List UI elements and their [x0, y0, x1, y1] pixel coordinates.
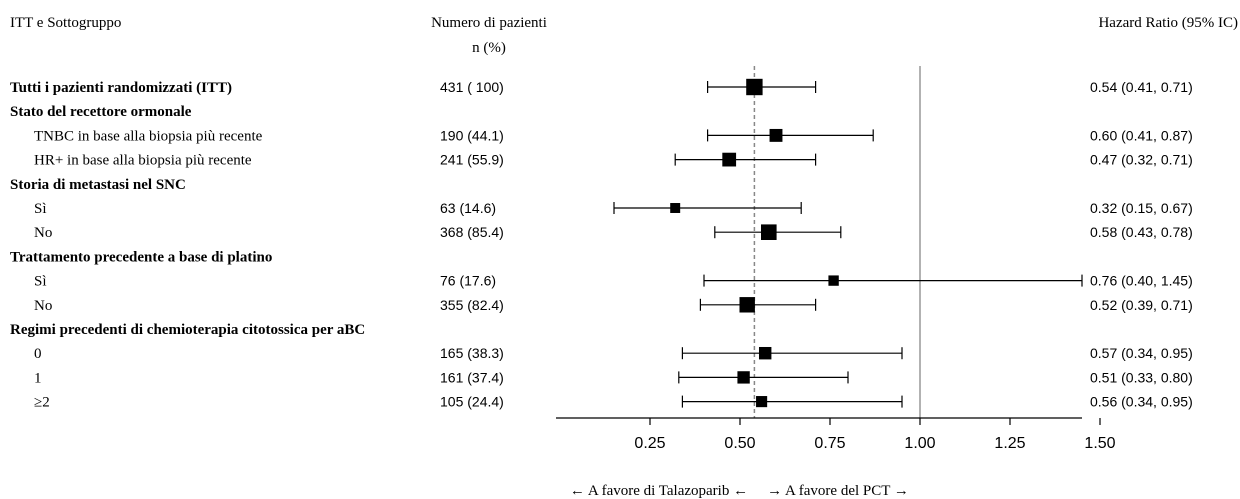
row-label: Sì — [34, 201, 47, 217]
favor-pct-label: → A favore del PCT → — [767, 483, 909, 499]
n-value: 105 (24.4) — [440, 394, 504, 410]
row-label: Storia di metastasi nel SNC — [10, 177, 186, 193]
n-header-line1: Numero di pazienti — [431, 15, 547, 31]
hr-value: 0.57 (0.34, 0.95) — [1090, 345, 1193, 361]
row-label: TNBC in base alla biopsia più recente — [34, 128, 263, 144]
n-value: 368 (85.4) — [440, 224, 504, 240]
row-label: Tutti i pazienti randomizzati (ITT) — [10, 80, 232, 96]
n-value: 76 (17.6) — [440, 273, 496, 289]
x-tick-label: 1.25 — [994, 435, 1025, 452]
row-label: Sì — [34, 274, 47, 290]
x-tick-label: 0.25 — [634, 435, 665, 452]
hr-value: 0.32 (0.15, 0.67) — [1090, 200, 1193, 216]
row-label: ≥2 — [34, 395, 50, 411]
hr-point — [758, 346, 772, 360]
n-header-line2: n (%) — [472, 40, 506, 56]
hr-point — [722, 152, 737, 167]
hr-point — [670, 203, 681, 213]
hr-value: 0.47 (0.32, 0.71) — [1090, 152, 1193, 168]
hr-value: 0.60 (0.41, 0.87) — [1090, 127, 1193, 143]
hr-value: 0.58 (0.43, 0.78) — [1090, 224, 1193, 240]
row-label: Stato del recettore ormonale — [10, 104, 192, 120]
x-tick-label: 1.00 — [904, 435, 935, 452]
x-tick-label: 0.50 — [724, 435, 755, 452]
marks-group — [613, 66, 1083, 418]
hr-value: 0.56 (0.34, 0.95) — [1090, 394, 1193, 410]
row-label: Regimi precedenti di chemioterapia citot… — [10, 322, 365, 338]
n-value: 190 (44.1) — [440, 127, 504, 143]
n-value: 161 (37.4) — [440, 369, 504, 385]
hr-point — [769, 128, 783, 142]
row-label: No — [34, 298, 52, 314]
subgroup-header: ITT e Sottogruppo — [10, 15, 121, 31]
row-label: 1 — [34, 370, 42, 386]
hr-point — [737, 371, 750, 384]
n-value: 241 (55.9) — [440, 152, 504, 168]
row-label: Trattamento precedente a base di platino — [10, 249, 272, 265]
row-label: HR+ in base alla biopsia più recente — [34, 153, 252, 169]
row-group: Tutti i pazienti randomizzati (ITT) 431 (… — [10, 79, 1193, 411]
hr-point — [756, 396, 768, 408]
hr-value: 0.54 (0.41, 0.71) — [1090, 79, 1193, 95]
n-value: 63 (14.6) — [440, 200, 496, 216]
n-value: 431 ( 100) — [440, 79, 504, 95]
x-tick-label: 1.50 — [1084, 435, 1115, 452]
hr-point — [828, 275, 839, 286]
n-value: 165 (38.3) — [440, 345, 504, 361]
hr-point — [746, 78, 763, 96]
hr-value: 0.51 (0.33, 0.80) — [1090, 369, 1193, 385]
row-label: 0 — [34, 346, 42, 362]
n-value: 355 (82.4) — [440, 297, 504, 313]
x-tick-label: 0.75 — [814, 435, 845, 452]
favor-talazoparib-label: ← A favore di Talazoparib ← — [570, 483, 748, 499]
x-axis: 0.25 0.50 0.75 1.00 1.25 1.50 — [556, 417, 1116, 452]
hr-point — [761, 224, 777, 240]
hr-value: 0.52 (0.39, 0.71) — [1090, 297, 1193, 313]
hr-point — [739, 297, 755, 313]
row-label: No — [34, 225, 52, 241]
hr-value: 0.76 (0.40, 1.45) — [1090, 273, 1193, 289]
hr-header: Hazard Ratio (95% IC) — [1098, 15, 1238, 31]
